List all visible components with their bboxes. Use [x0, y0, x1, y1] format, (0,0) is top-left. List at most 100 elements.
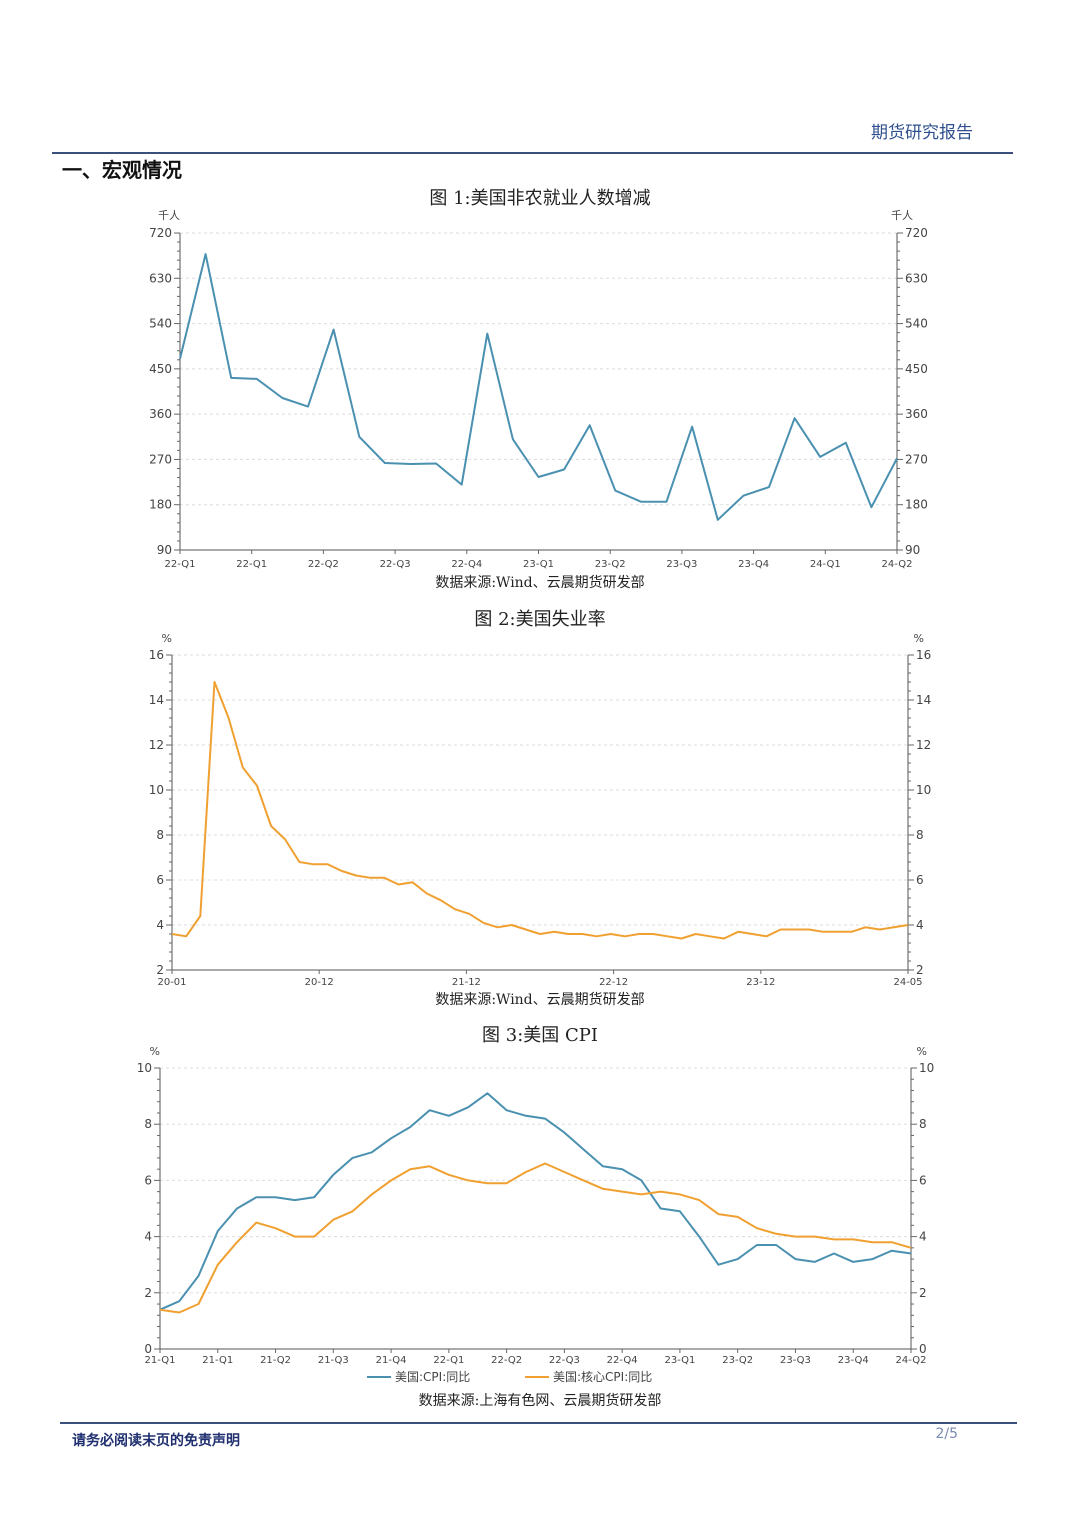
y-tick-label-left: 2 [144, 1286, 152, 1300]
x-tick-label: 21-Q2 [260, 1355, 291, 1366]
x-tick-label: 23-Q3 [780, 1355, 811, 1366]
figure-1-title: 图 1:美国非农就业人数增减 [429, 188, 651, 209]
series-line-1 [171, 681, 909, 940]
y-tick-label-right: 540 [905, 317, 928, 331]
disclaimer-text: 请务必阅读末页的免责声明 [72, 1433, 240, 1449]
x-tick-label: 22-Q2 [491, 1355, 522, 1366]
footer-divider [60, 1422, 1017, 1424]
y-tick-label-right: 450 [905, 362, 928, 376]
x-tick-label: 22-12 [599, 977, 628, 988]
figure-1-chart: 90 90 180 180 270 270 360 360 450 450 540 540 630 630… [149, 209, 928, 570]
series-line-1 [179, 253, 898, 521]
x-tick-label: 22-Q3 [549, 1355, 580, 1366]
x-tick-label: 20-12 [305, 977, 334, 988]
y-tick-label-left: 12 [149, 738, 164, 752]
y-tick-label-right: 8 [919, 1117, 927, 1131]
y-tick-label-left: 6 [144, 1173, 152, 1187]
x-tick-label: 22-Q4 [607, 1355, 638, 1366]
y-tick-label-right: 90 [905, 543, 920, 557]
x-tick-label: 24-Q2 [882, 559, 913, 570]
y-unit-left: % [150, 1045, 160, 1058]
x-tick-label: 21-12 [452, 977, 481, 988]
y-tick-label-right: 630 [905, 271, 928, 285]
figure-3-chart: 0 0 2 2 4 4 6 6 8 8 10 10% % 21-Q1 21-Q1 21-Q2 21-Q3 21-Q… [137, 1045, 935, 1384]
x-tick-label: 22-Q1 [433, 1355, 464, 1366]
y-tick-label-left: 10 [149, 783, 164, 797]
x-tick-label: 22-Q1 [165, 559, 196, 570]
figure-2-source: 数据来源:Wind、云晨期货研发部 [435, 992, 645, 1008]
y-tick-label-left: 14 [149, 693, 164, 707]
x-tick-label: 22-Q1 [236, 559, 267, 570]
y-unit-left: % [162, 632, 172, 645]
y-tick-label-left: 540 [149, 317, 172, 331]
y-tick-label-left: 630 [149, 271, 172, 285]
x-tick-label: 20-01 [157, 977, 186, 988]
figure-2-title: 图 2:美国失业率 [474, 609, 606, 630]
y-tick-label-left: 16 [149, 648, 164, 662]
y-tick-label-right: 6 [919, 1173, 927, 1187]
x-tick-label: 23-Q1 [523, 559, 554, 570]
section-title: 一、宏观情况 [62, 158, 182, 182]
y-tick-label-left: 6 [156, 873, 164, 887]
y-tick-label-right: 12 [916, 738, 931, 752]
report-type-label: 期货研究报告 [871, 123, 973, 143]
legend-label-1: 美国:CPI:同比 [395, 1370, 470, 1384]
x-tick-label: 24-05 [893, 977, 922, 988]
y-tick-label-left: 450 [149, 362, 172, 376]
y-tick-label-left: 360 [149, 407, 172, 421]
x-tick-label: 21-Q1 [202, 1355, 233, 1366]
y-tick-label-left: 8 [144, 1117, 152, 1131]
y-unit-right: % [914, 632, 924, 645]
y-tick-label-right: 0 [919, 1342, 927, 1356]
series-line-2 [159, 1162, 912, 1314]
y-tick-label-right: 10 [919, 1061, 934, 1075]
y-unit-right: % [917, 1045, 927, 1058]
y-tick-label-right: 6 [916, 873, 924, 887]
y-tick-label-left: 4 [156, 918, 164, 932]
series-line-1 [159, 1092, 912, 1311]
y-tick-label-left: 180 [149, 498, 172, 512]
y-tick-label-right: 8 [916, 828, 924, 842]
header-divider [52, 152, 1013, 154]
x-tick-label: 21-Q4 [376, 1355, 407, 1366]
figure-1-source: 数据来源:Wind、云晨期货研发部 [435, 575, 645, 591]
y-tick-label-right: 4 [919, 1230, 927, 1244]
y-tick-label-right: 4 [916, 918, 924, 932]
y-tick-label-left: 8 [156, 828, 164, 842]
x-tick-label: 21-Q1 [145, 1355, 176, 1366]
page-number: 2/5 [935, 1426, 958, 1442]
y-tick-label-left: 2 [156, 963, 164, 977]
y-tick-label-right: 2 [919, 1286, 927, 1300]
x-tick-label: 23-Q1 [664, 1355, 695, 1366]
y-tick-label-right: 360 [905, 407, 928, 421]
x-tick-label: 23-Q3 [666, 559, 697, 570]
y-tick-label-right: 270 [905, 452, 928, 466]
y-unit-left: 千人 [158, 209, 180, 222]
y-tick-label-left: 10 [137, 1061, 152, 1075]
y-tick-label-left: 90 [157, 543, 172, 557]
y-tick-label-left: 270 [149, 452, 172, 466]
y-tick-label-right: 180 [905, 498, 928, 512]
x-tick-label: 23-Q4 [838, 1355, 869, 1366]
figure-3-source: 数据来源:上海有色网、云晨期货研发部 [418, 1393, 662, 1409]
legend-label-2: 美国:核心CPI:同比 [553, 1370, 652, 1384]
x-tick-label: 23-Q2 [595, 559, 626, 570]
y-tick-label-right: 10 [916, 783, 931, 797]
x-tick-label: 22-Q4 [451, 559, 482, 570]
y-tick-label-left: 720 [149, 226, 172, 240]
y-unit-right: 千人 [891, 209, 913, 222]
y-tick-label-right: 2 [916, 963, 924, 977]
figure-3-title: 图 3:美国 CPI [482, 1025, 598, 1046]
x-tick-label: 22-Q2 [308, 559, 339, 570]
x-tick-label: 24-Q2 [896, 1355, 927, 1366]
x-tick-label: 23-Q4 [738, 559, 769, 570]
y-tick-label-left: 4 [144, 1230, 152, 1244]
x-tick-label: 21-Q3 [318, 1355, 349, 1366]
y-tick-label-right: 16 [916, 648, 931, 662]
x-tick-label: 24-Q1 [810, 559, 841, 570]
x-tick-label: 22-Q3 [380, 559, 411, 570]
figure-2-chart: 2 2 4 4 6 6 8 8 10 10 12 12 14 14 16 16% % 20-01 20-12 21-1… [149, 632, 932, 988]
x-tick-label: 23-Q2 [722, 1355, 753, 1366]
y-tick-label-right: 720 [905, 226, 928, 240]
x-tick-label: 23-12 [746, 977, 775, 988]
